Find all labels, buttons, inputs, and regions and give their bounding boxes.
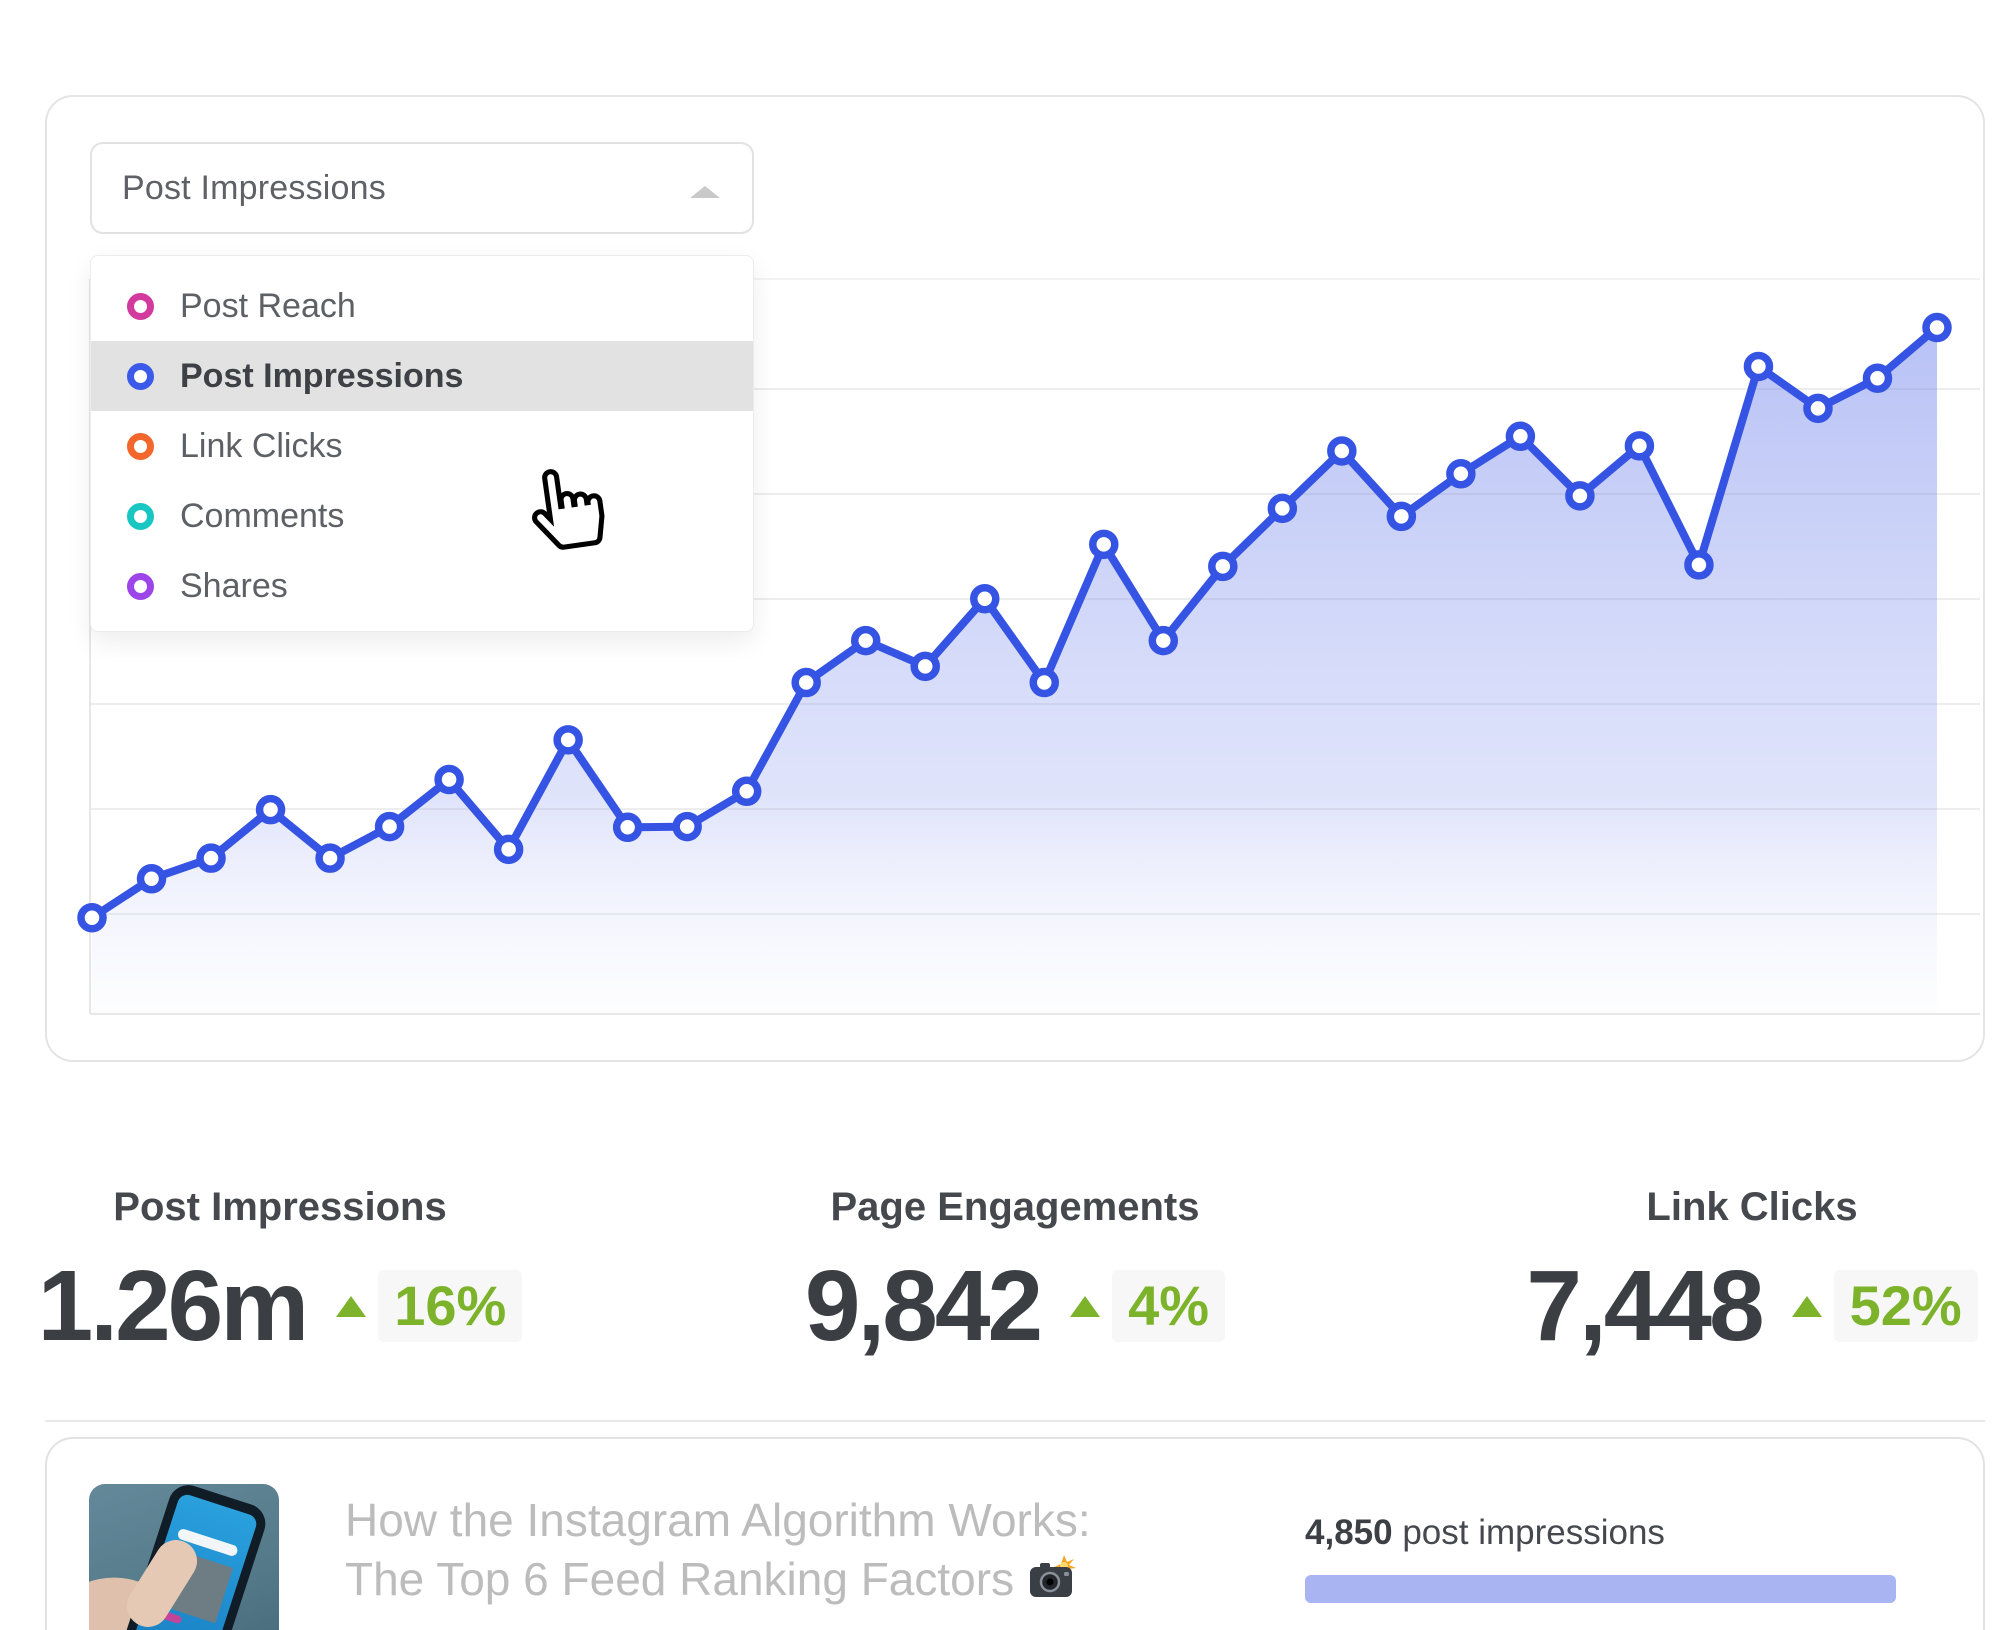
- post-impressions-dot-icon: [127, 362, 154, 390]
- stat-link-clicks: Link Clicks 7,448 52%: [1402, 1185, 2008, 1356]
- metric-select[interactable]: Post Impressions: [90, 142, 754, 234]
- impressions-count: 4,850 post impressions: [1305, 1513, 1665, 1552]
- menu-item-label: Shares: [180, 566, 288, 605]
- stat-label: Post Impressions: [113, 1185, 447, 1229]
- shares-dot-icon: [127, 572, 154, 600]
- stat-page-engagements: Page Engagements 9,842 4%: [665, 1185, 1365, 1356]
- menu-item-label: Post Impressions: [180, 356, 464, 395]
- section-divider: [45, 1420, 1985, 1422]
- stat-value: 1.26m: [37, 1250, 310, 1362]
- menu-item-post-impressions[interactable]: Post Impressions: [91, 341, 753, 411]
- post-metrics: 4,850 post impressions 4,850 post impres…: [1305, 1513, 1905, 1630]
- menu-item-label: Comments: [180, 496, 345, 535]
- stat-change: 4%: [1112, 1270, 1226, 1342]
- post-title: How the Instagram Algorithm Works: The T…: [345, 1491, 1091, 1609]
- stat-post-impressions: Post Impressions 1.26m 16%: [0, 1185, 630, 1356]
- impressions-bar: [1305, 1575, 1896, 1603]
- menu-item-comments[interactable]: Comments: [91, 481, 753, 551]
- menu-item-label: Post Reach: [180, 286, 356, 325]
- stat-value: 9,842: [804, 1250, 1043, 1362]
- stat-label: Page Engagements: [830, 1185, 1200, 1229]
- chevron-up-icon: [690, 186, 720, 198]
- metric-dropdown-menu: Post Reach Post Impressions Link Clicks …: [90, 255, 754, 632]
- post-thumbnail: [89, 1484, 279, 1630]
- post-title-line1: How the Instagram Algorithm Works:: [345, 1494, 1091, 1546]
- menu-item-post-reach[interactable]: Post Reach: [91, 271, 753, 341]
- post-reach-dot-icon: [127, 292, 154, 320]
- chart-card: Post Impressions Post Reach Post Impress…: [45, 95, 1985, 1062]
- menu-item-label: Link Clicks: [180, 426, 343, 465]
- stat-value: 7,448: [1526, 1250, 1764, 1362]
- post-title-line2: The Top 6 Feed Ranking Factors: [345, 1553, 1015, 1605]
- camera-with-flash-emoji: [1030, 1555, 1077, 1597]
- menu-item-link-clicks[interactable]: Link Clicks: [91, 411, 753, 481]
- comments-dot-icon: [127, 502, 154, 530]
- trend-up-icon: [336, 1295, 367, 1317]
- link-clicks-dot-icon: [127, 432, 154, 460]
- trend-up-icon: [1070, 1295, 1101, 1317]
- trend-up-icon: [1791, 1295, 1822, 1317]
- hand-cursor: [532, 469, 605, 550]
- menu-item-shares[interactable]: Shares: [91, 551, 753, 621]
- stat-label: Link Clicks: [1646, 1185, 1858, 1229]
- stat-change: 52%: [1833, 1270, 1978, 1342]
- stat-change: 16%: [378, 1270, 523, 1342]
- post-row[interactable]: How the Instagram Algorithm Works: The T…: [45, 1437, 1985, 1630]
- impressions-area-chart[interactable]: [47, 97, 1987, 1064]
- metric-select-value: Post Impressions: [122, 168, 386, 207]
